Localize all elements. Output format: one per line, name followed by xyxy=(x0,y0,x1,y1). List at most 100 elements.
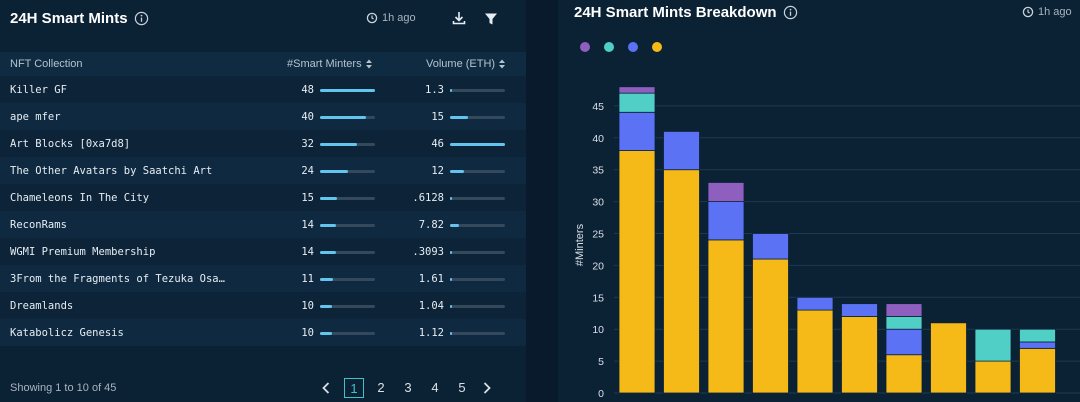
legend-item-teal[interactable] xyxy=(604,42,614,52)
volume-value: 1.12 xyxy=(418,327,444,339)
page-button[interactable]: 5 xyxy=(458,380,466,395)
collection-name[interactable]: Art Blocks [0xa7d8] xyxy=(10,138,131,150)
minters-bar xyxy=(320,143,375,146)
chart-updated-text: 1h ago xyxy=(1038,6,1072,18)
volume-bar-fill xyxy=(450,251,452,254)
page-button[interactable]: 4 xyxy=(431,380,439,395)
bar-segment-yellow[interactable] xyxy=(707,239,745,394)
bar-segment-blue[interactable] xyxy=(841,303,878,317)
minters-bar-fill xyxy=(320,89,375,92)
table-row[interactable]: 3From the Fragments of Tezuka Osa… 11 1.61 xyxy=(0,265,526,292)
minters-bar-fill xyxy=(320,116,366,119)
volume-value: 1.04 xyxy=(418,300,444,312)
bar-segment-yellow[interactable] xyxy=(885,354,923,394)
bar-segment-purple[interactable] xyxy=(618,86,656,94)
info-icon[interactable] xyxy=(783,5,798,20)
table-updated: 1h ago xyxy=(366,12,416,24)
bar-segment-blue[interactable] xyxy=(707,201,745,241)
minters-bar-fill xyxy=(320,143,357,146)
y-tick-label: 5 xyxy=(598,356,604,368)
y-tick-label: 40 xyxy=(592,133,604,145)
volume-bar xyxy=(450,89,505,92)
column-header-minters[interactable]: #Smart Minters xyxy=(287,58,373,70)
column-header-collection: NFT Collection xyxy=(10,58,83,70)
bar-segment-blue[interactable] xyxy=(1019,341,1056,349)
volume-value: .6128 xyxy=(412,192,444,204)
bar-segment-blue[interactable] xyxy=(796,296,834,311)
minters-value: 48 xyxy=(301,84,314,96)
bar-segment-yellow[interactable] xyxy=(752,258,789,394)
bar-segment-blue[interactable] xyxy=(663,131,700,171)
minters-bar-fill xyxy=(320,197,338,200)
collection-name[interactable]: Dreamlands xyxy=(10,300,74,312)
collection-name[interactable]: Chameleons In The City xyxy=(10,192,150,204)
chevron-left-icon[interactable] xyxy=(318,378,334,398)
table-row[interactable]: Chameleons In The City 15 .6128 xyxy=(0,184,526,211)
sort-icon[interactable] xyxy=(365,59,373,69)
info-icon[interactable] xyxy=(134,11,149,26)
breakdown-chart-panel: 0 5 10 15 20 25 30 35 40 45 #Minters 24H Smart Min… xyxy=(558,0,1080,402)
minters-bar xyxy=(320,332,375,335)
volume-bar-fill xyxy=(450,89,452,92)
download-icon[interactable] xyxy=(451,10,467,26)
table-row[interactable]: ape mfer 40 15 xyxy=(0,103,526,130)
column-header-minters-label: #Smart Minters xyxy=(287,58,362,70)
bar-segment-yellow[interactable] xyxy=(663,169,700,394)
collection-name[interactable]: The Other Avatars by Saatchi Art xyxy=(10,165,213,177)
volume-bar xyxy=(450,170,505,173)
bar-segment-teal[interactable] xyxy=(618,92,656,113)
volume-bar-fill xyxy=(450,116,469,119)
bar-segment-teal[interactable] xyxy=(1019,328,1056,343)
volume-bar-fill xyxy=(450,224,460,227)
minters-bar-fill xyxy=(320,170,348,173)
legend-item-yellow[interactable] xyxy=(652,42,662,52)
bar-segment-blue[interactable] xyxy=(752,233,789,260)
filter-icon[interactable] xyxy=(483,11,499,27)
column-header-volume-label: Volume (ETH) xyxy=(426,58,496,70)
table-row[interactable]: The Other Avatars by Saatchi Art 24 12 xyxy=(0,157,526,184)
minters-bar xyxy=(320,224,375,227)
table-row[interactable]: ReconRams 14 7.82 xyxy=(0,211,526,238)
page-button[interactable]: 2 xyxy=(377,380,385,395)
sort-icon[interactable] xyxy=(498,59,506,69)
legend-item-blue[interactable] xyxy=(628,42,638,52)
page-button[interactable]: 3 xyxy=(404,380,412,395)
table-row[interactable]: WGMI Premium Membership 14 .3093 xyxy=(0,238,526,265)
minters-value: 10 xyxy=(301,300,314,312)
bar-segment-purple[interactable] xyxy=(707,182,745,203)
table-row[interactable]: Dreamlands 10 1.04 xyxy=(0,292,526,319)
collection-name[interactable]: ape mfer xyxy=(10,111,61,123)
bar-segment-blue[interactable] xyxy=(618,111,656,151)
bar-segment-yellow[interactable] xyxy=(930,322,967,394)
bar-segment-yellow[interactable] xyxy=(1019,347,1056,394)
volume-bar xyxy=(450,116,505,119)
volume-value: 15 xyxy=(431,111,444,123)
table-row[interactable]: Art Blocks [0xa7d8] 32 46 xyxy=(0,130,526,157)
minters-value: 14 xyxy=(301,219,314,231)
volume-value: 7.82 xyxy=(418,219,444,231)
page-button[interactable]: 1 xyxy=(344,378,364,398)
pagination-summary: Showing 1 to 10 of 45 xyxy=(10,382,117,394)
legend-item-purple[interactable] xyxy=(580,42,590,52)
bar-segment-purple[interactable] xyxy=(885,303,923,317)
table-row[interactable]: Katabolicz Genesis 10 1.12 xyxy=(0,319,526,346)
collection-name[interactable]: 3From the Fragments of Tezuka Osa… xyxy=(10,273,225,285)
bar-segment-yellow[interactable] xyxy=(841,316,878,394)
bar-segment-teal[interactable] xyxy=(974,328,1012,362)
chevron-right-icon[interactable] xyxy=(479,378,495,398)
bar-segment-yellow[interactable] xyxy=(974,360,1012,394)
collection-name[interactable]: Killer GF xyxy=(10,84,67,96)
y-tick-label: 15 xyxy=(592,292,604,304)
bar-segment-teal[interactable] xyxy=(885,316,923,330)
minters-bar xyxy=(320,170,375,173)
collection-name[interactable]: WGMI Premium Membership xyxy=(10,246,156,258)
bar-segment-yellow[interactable] xyxy=(618,150,656,394)
volume-value: 12 xyxy=(431,165,444,177)
bar-segment-yellow[interactable] xyxy=(796,309,834,394)
table-row[interactable]: Killer GF 48 1.3 xyxy=(0,76,526,103)
bar-segment-blue[interactable] xyxy=(885,328,923,356)
collection-name[interactable]: Katabolicz Genesis xyxy=(10,327,124,339)
column-header-volume[interactable]: Volume (ETH) xyxy=(426,58,506,70)
volume-bar-fill xyxy=(450,332,452,335)
collection-name[interactable]: ReconRams xyxy=(10,219,67,231)
